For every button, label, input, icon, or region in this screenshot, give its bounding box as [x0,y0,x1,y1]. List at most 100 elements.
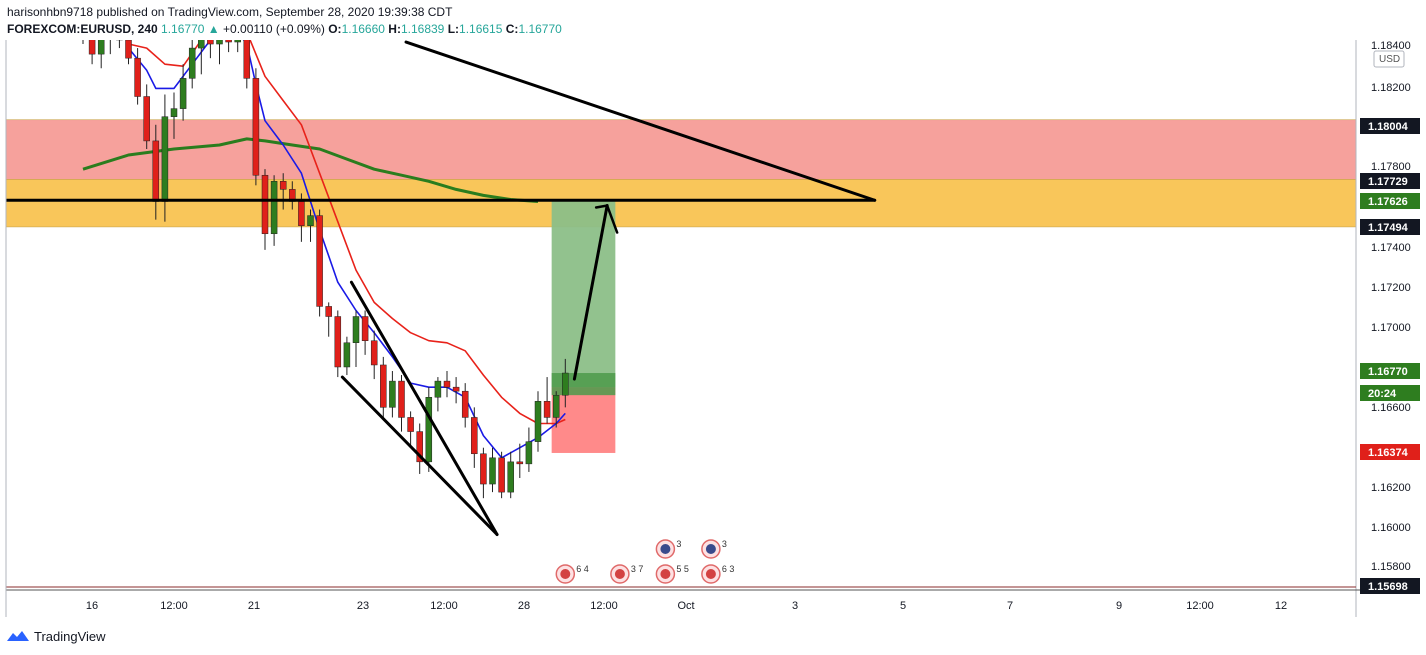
stop-box [551,387,616,453]
candle-body [489,457,496,485]
price-label-bg [1360,444,1420,460]
candle [471,407,478,468]
candle-body [325,306,332,317]
candle [116,40,123,49]
candle [507,451,514,499]
candle-body [471,417,478,455]
time-tick-label: 12:00 [430,600,458,612]
candle [389,371,396,418]
candle-body [343,342,351,368]
price-label: 1.16770 [1360,363,1420,379]
time-tick-label: 5 [900,600,906,612]
candle-body [443,380,451,388]
candle [352,310,360,367]
event-flag [660,569,671,579]
candle-body [425,397,433,463]
brand-name: TradingView [34,628,106,644]
price-tick-label: 1.16600 [1371,402,1411,414]
price-tick-label: 1.18200 [1371,82,1411,94]
price-label: 1.16374 [1360,444,1420,460]
candle-body [307,215,314,226]
candle [562,358,569,408]
candle [216,40,223,65]
change-value: +0.00110 (+0.09%) [223,22,325,36]
economic-event-icon: 3 [701,539,727,559]
zones-layer [6,119,1356,453]
price-label-bg [1360,578,1420,594]
wedge-upper-line [349,280,499,537]
candle-body [243,40,251,79]
candle [170,92,178,139]
open-value: 1.16660 [341,22,385,36]
high-value: 1.16839 [400,22,445,36]
candle [516,443,524,478]
candle [207,40,214,59]
candle-body [198,40,205,49]
candle-body [152,140,160,202]
candle [434,377,442,412]
candle [279,173,287,210]
candle-body [434,380,442,398]
descending-trendline [404,40,877,202]
event-flag [560,569,571,579]
events-layer: 6 4 3 7 3 5 5 3 6 3 [555,539,734,584]
time-tick-label: 12 [1275,600,1287,612]
candle [261,169,269,250]
footer-brand[interactable]: TradingView [6,626,106,646]
currency-box [1373,50,1405,68]
candle [425,387,433,472]
last-price: 1.16770 [161,22,205,36]
candle [489,447,496,493]
currency-label: USD [1379,54,1400,65]
candle-body [507,461,514,493]
symbol-label[interactable]: FOREXCOM:EURUSD, 240 [7,22,158,36]
time-tick-label: 21 [248,600,260,612]
candle [452,377,460,404]
candle-body [170,108,178,117]
event-flag [614,569,625,579]
candle-body [398,380,405,418]
candle-body [134,57,141,97]
candle [525,427,533,472]
candle [143,84,150,149]
time-tick-label: 7 [1007,600,1013,612]
candle-body [207,40,214,45]
candle [134,48,141,105]
indicators-layer [82,40,566,459]
economic-event-icon: 3 7 [610,564,643,584]
event-count: 3 [676,539,681,549]
candle [243,40,251,89]
projection-arrow-line [572,204,609,381]
ohlc-line: FOREXCOM:EURUSD, 240 1.16770 ▲ +0.00110 … [7,21,1426,38]
candle-body [270,181,278,235]
price-label-text: 1.17626 [1368,196,1408,208]
candle-body [298,201,305,226]
event-count: 6 4 [576,564,589,574]
candle-body [334,316,342,368]
event-count: 3 [722,539,727,549]
candle-body [562,372,569,396]
candle [361,310,369,355]
price-tick-label: 1.17800 [1371,161,1411,173]
candle [307,209,314,242]
price-label: 1.17626 [1360,193,1420,209]
price-label-text: 1.16770 [1368,366,1408,378]
price-tick-label: 1.18400 [1371,40,1411,52]
price-label-bg [1360,118,1420,134]
candle-body [525,441,533,465]
candle-body [88,40,96,55]
candle-body [125,40,132,59]
price-label-text: 1.17494 [1368,222,1409,234]
candle-body [188,47,196,79]
candle [398,375,405,432]
candle-body [261,174,269,235]
candle [198,40,205,75]
candle-body [416,431,423,463]
axes-layer: 1.18400 1.18200 1.17800 1.17400 1.17200 1.170… [5,40,1420,617]
candle [334,310,342,378]
price-tick-label: 1.17000 [1371,322,1411,334]
price-label: 1.18004 [1360,118,1420,134]
candle-body [316,215,323,307]
candle-body [480,453,487,485]
